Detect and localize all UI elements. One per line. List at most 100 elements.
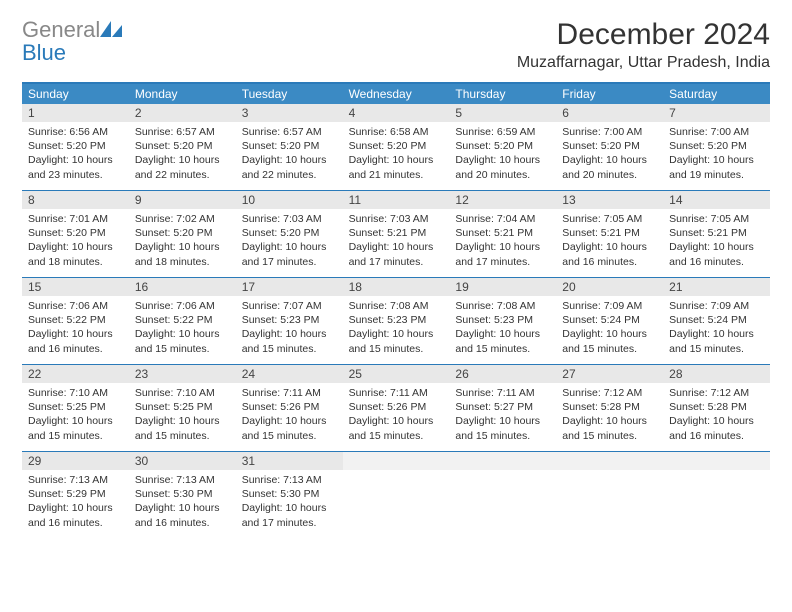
- day-number: 14: [663, 191, 770, 209]
- calendar: SundayMondayTuesdayWednesdayThursdayFrid…: [22, 82, 770, 538]
- day-body: Sunrise: 7:09 AMSunset: 5:24 PMDaylight:…: [663, 296, 770, 362]
- day-number: 7: [663, 104, 770, 122]
- day-cell: [449, 452, 556, 538]
- week-row: 8Sunrise: 7:01 AMSunset: 5:20 PMDaylight…: [22, 190, 770, 277]
- day-number-empty: [663, 452, 770, 470]
- week-row: 1Sunrise: 6:56 AMSunset: 5:20 PMDaylight…: [22, 104, 770, 190]
- week-row: 29Sunrise: 7:13 AMSunset: 5:29 PMDayligh…: [22, 451, 770, 538]
- brand-word2: Blue: [22, 40, 66, 65]
- dow-row: SundayMondayTuesdayWednesdayThursdayFrid…: [22, 84, 770, 104]
- day-cell: 20Sunrise: 7:09 AMSunset: 5:24 PMDayligh…: [556, 278, 663, 364]
- day-body: Sunrise: 6:59 AMSunset: 5:20 PMDaylight:…: [449, 122, 556, 188]
- day-body: Sunrise: 7:13 AMSunset: 5:30 PMDaylight:…: [236, 470, 343, 536]
- day-body: Sunrise: 7:04 AMSunset: 5:21 PMDaylight:…: [449, 209, 556, 275]
- day-body: Sunrise: 7:05 AMSunset: 5:21 PMDaylight:…: [556, 209, 663, 275]
- day-body: Sunrise: 6:56 AMSunset: 5:20 PMDaylight:…: [22, 122, 129, 188]
- day-number: 13: [556, 191, 663, 209]
- dow-friday: Friday: [556, 84, 663, 104]
- day-cell: 8Sunrise: 7:01 AMSunset: 5:20 PMDaylight…: [22, 191, 129, 277]
- day-cell: 29Sunrise: 7:13 AMSunset: 5:29 PMDayligh…: [22, 452, 129, 538]
- day-number: 23: [129, 365, 236, 383]
- day-body: Sunrise: 7:10 AMSunset: 5:25 PMDaylight:…: [129, 383, 236, 449]
- day-cell: [663, 452, 770, 538]
- dow-thursday: Thursday: [449, 84, 556, 104]
- day-cell: 31Sunrise: 7:13 AMSunset: 5:30 PMDayligh…: [236, 452, 343, 538]
- day-cell: 9Sunrise: 7:02 AMSunset: 5:20 PMDaylight…: [129, 191, 236, 277]
- day-body: Sunrise: 7:07 AMSunset: 5:23 PMDaylight:…: [236, 296, 343, 362]
- day-body: Sunrise: 7:02 AMSunset: 5:20 PMDaylight:…: [129, 209, 236, 275]
- day-number: 6: [556, 104, 663, 122]
- brand-logo: General Blue: [22, 18, 122, 64]
- day-cell: 30Sunrise: 7:13 AMSunset: 5:30 PMDayligh…: [129, 452, 236, 538]
- day-number: 28: [663, 365, 770, 383]
- day-cell: 16Sunrise: 7:06 AMSunset: 5:22 PMDayligh…: [129, 278, 236, 364]
- day-number: 11: [343, 191, 450, 209]
- day-body: Sunrise: 7:01 AMSunset: 5:20 PMDaylight:…: [22, 209, 129, 275]
- day-cell: 19Sunrise: 7:08 AMSunset: 5:23 PMDayligh…: [449, 278, 556, 364]
- day-number: 19: [449, 278, 556, 296]
- day-body: Sunrise: 7:03 AMSunset: 5:20 PMDaylight:…: [236, 209, 343, 275]
- day-number: 10: [236, 191, 343, 209]
- day-cell: 7Sunrise: 7:00 AMSunset: 5:20 PMDaylight…: [663, 104, 770, 190]
- day-cell: 2Sunrise: 6:57 AMSunset: 5:20 PMDaylight…: [129, 104, 236, 190]
- day-number: 21: [663, 278, 770, 296]
- brand-text: General Blue: [22, 18, 122, 64]
- day-cell: 4Sunrise: 6:58 AMSunset: 5:20 PMDaylight…: [343, 104, 450, 190]
- day-number: 22: [22, 365, 129, 383]
- day-body: Sunrise: 7:09 AMSunset: 5:24 PMDaylight:…: [556, 296, 663, 362]
- day-number: 31: [236, 452, 343, 470]
- day-cell: 12Sunrise: 7:04 AMSunset: 5:21 PMDayligh…: [449, 191, 556, 277]
- day-cell: 14Sunrise: 7:05 AMSunset: 5:21 PMDayligh…: [663, 191, 770, 277]
- day-cell: [343, 452, 450, 538]
- dow-sunday: Sunday: [22, 84, 129, 104]
- day-body: Sunrise: 7:11 AMSunset: 5:26 PMDaylight:…: [236, 383, 343, 449]
- day-body: Sunrise: 7:08 AMSunset: 5:23 PMDaylight:…: [449, 296, 556, 362]
- day-body: Sunrise: 6:57 AMSunset: 5:20 PMDaylight:…: [129, 122, 236, 188]
- day-number: 24: [236, 365, 343, 383]
- day-cell: 6Sunrise: 7:00 AMSunset: 5:20 PMDaylight…: [556, 104, 663, 190]
- day-number: 12: [449, 191, 556, 209]
- sail-icon: [100, 18, 122, 41]
- day-number-empty: [449, 452, 556, 470]
- day-body: Sunrise: 7:00 AMSunset: 5:20 PMDaylight:…: [663, 122, 770, 188]
- day-number: 3: [236, 104, 343, 122]
- day-body: Sunrise: 7:06 AMSunset: 5:22 PMDaylight:…: [129, 296, 236, 362]
- day-cell: 28Sunrise: 7:12 AMSunset: 5:28 PMDayligh…: [663, 365, 770, 451]
- day-number: 5: [449, 104, 556, 122]
- day-body: Sunrise: 7:03 AMSunset: 5:21 PMDaylight:…: [343, 209, 450, 275]
- day-body: Sunrise: 7:08 AMSunset: 5:23 PMDaylight:…: [343, 296, 450, 362]
- month-title: December 2024: [517, 18, 770, 52]
- day-number: 25: [343, 365, 450, 383]
- day-cell: [556, 452, 663, 538]
- day-body: Sunrise: 6:57 AMSunset: 5:20 PMDaylight:…: [236, 122, 343, 188]
- day-cell: 21Sunrise: 7:09 AMSunset: 5:24 PMDayligh…: [663, 278, 770, 364]
- day-body: Sunrise: 7:11 AMSunset: 5:27 PMDaylight:…: [449, 383, 556, 449]
- day-cell: 25Sunrise: 7:11 AMSunset: 5:26 PMDayligh…: [343, 365, 450, 451]
- day-cell: 11Sunrise: 7:03 AMSunset: 5:21 PMDayligh…: [343, 191, 450, 277]
- day-body: Sunrise: 7:06 AMSunset: 5:22 PMDaylight:…: [22, 296, 129, 362]
- day-body: Sunrise: 6:58 AMSunset: 5:20 PMDaylight:…: [343, 122, 450, 188]
- day-cell: 24Sunrise: 7:11 AMSunset: 5:26 PMDayligh…: [236, 365, 343, 451]
- day-cell: 13Sunrise: 7:05 AMSunset: 5:21 PMDayligh…: [556, 191, 663, 277]
- day-cell: 5Sunrise: 6:59 AMSunset: 5:20 PMDaylight…: [449, 104, 556, 190]
- day-number: 8: [22, 191, 129, 209]
- title-block: December 2024 Muzaffarnagar, Uttar Prade…: [517, 18, 770, 72]
- day-cell: 15Sunrise: 7:06 AMSunset: 5:22 PMDayligh…: [22, 278, 129, 364]
- day-cell: 27Sunrise: 7:12 AMSunset: 5:28 PMDayligh…: [556, 365, 663, 451]
- day-cell: 26Sunrise: 7:11 AMSunset: 5:27 PMDayligh…: [449, 365, 556, 451]
- day-number: 9: [129, 191, 236, 209]
- brand-word1: General: [22, 17, 100, 42]
- day-number: 15: [22, 278, 129, 296]
- day-number: 1: [22, 104, 129, 122]
- day-cell: 1Sunrise: 6:56 AMSunset: 5:20 PMDaylight…: [22, 104, 129, 190]
- week-row: 22Sunrise: 7:10 AMSunset: 5:25 PMDayligh…: [22, 364, 770, 451]
- dow-wednesday: Wednesday: [343, 84, 450, 104]
- day-number: 2: [129, 104, 236, 122]
- day-body: Sunrise: 7:05 AMSunset: 5:21 PMDaylight:…: [663, 209, 770, 275]
- day-body: Sunrise: 7:00 AMSunset: 5:20 PMDaylight:…: [556, 122, 663, 188]
- dow-saturday: Saturday: [663, 84, 770, 104]
- day-cell: 23Sunrise: 7:10 AMSunset: 5:25 PMDayligh…: [129, 365, 236, 451]
- dow-monday: Monday: [129, 84, 236, 104]
- day-number-empty: [556, 452, 663, 470]
- day-cell: 17Sunrise: 7:07 AMSunset: 5:23 PMDayligh…: [236, 278, 343, 364]
